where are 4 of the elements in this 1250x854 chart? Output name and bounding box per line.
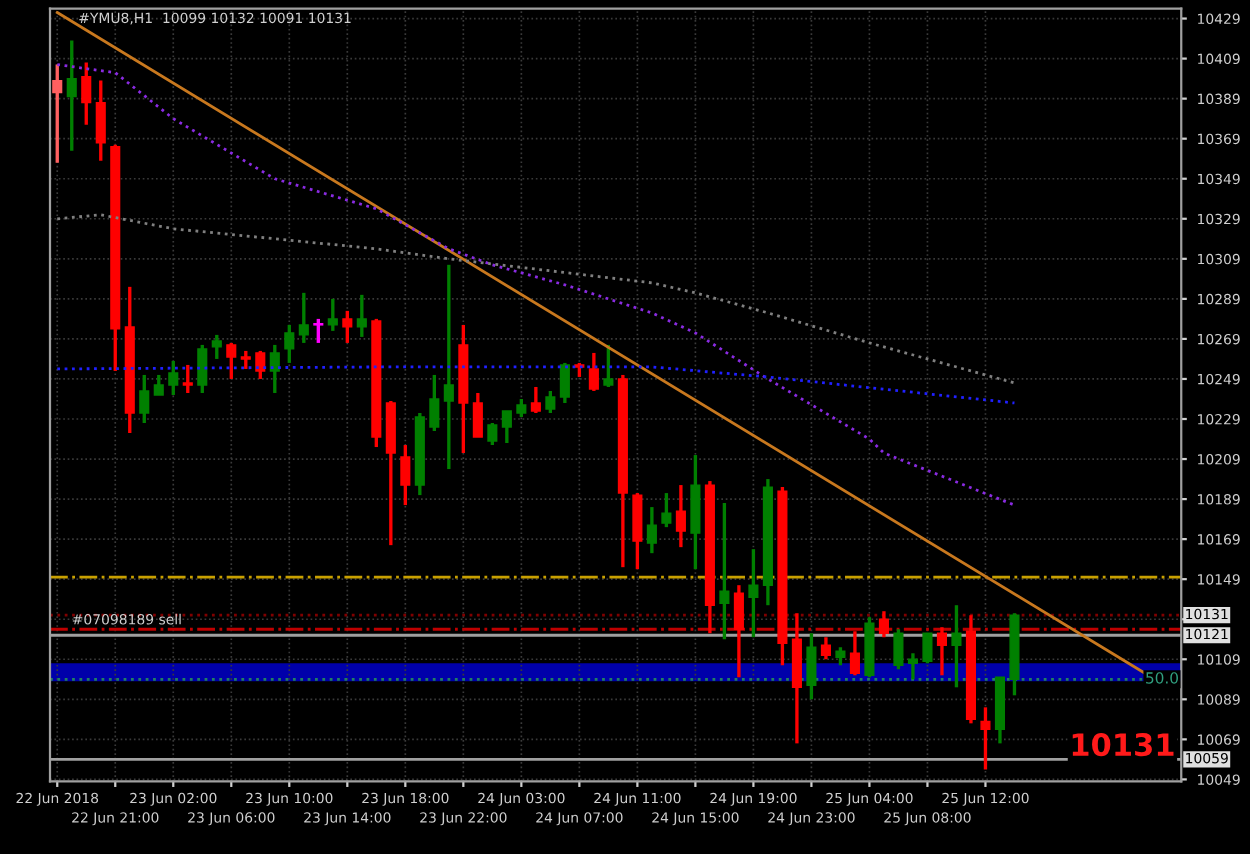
annotation: 10131 [1072, 733, 1174, 757]
line-series [55, 365, 1016, 405]
line-series [55, 63, 1016, 507]
line-series [55, 213, 1016, 385]
